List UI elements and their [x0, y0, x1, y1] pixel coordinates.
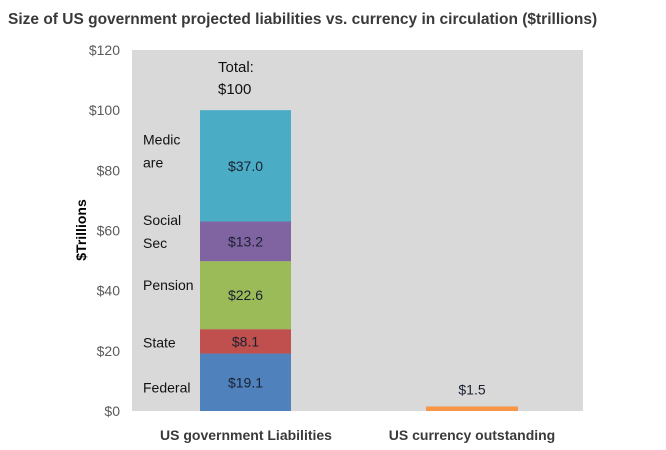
- segment-value-label: $19.1: [228, 374, 263, 390]
- bar-labels: $19.1 Federal $8.1 State $22.6 Pension $13.2 So…: [143, 59, 486, 397]
- bar-segment-medicare: [200, 110, 291, 222]
- y-tick-label: $0: [104, 403, 120, 419]
- segment-name-label: Federal: [143, 379, 190, 395]
- bar-segment-state: [200, 329, 291, 354]
- segment-value-label: $22.6: [228, 287, 263, 303]
- y-axis-ticks: $0 $20 $40 $60 $80 $100 $120: [89, 42, 120, 419]
- bar-segment-currency: [426, 406, 518, 411]
- y-tick-label: $80: [97, 162, 121, 178]
- segment-name-label: Social Sec: [143, 212, 181, 251]
- bars: [200, 110, 518, 411]
- bar-segment-pension: [200, 261, 291, 330]
- segment-name-label: Pension: [143, 277, 194, 293]
- segment-name-label: State: [143, 334, 176, 350]
- chart-title: Size of US government projected liabilit…: [8, 11, 597, 28]
- x-category-label: US currency outstanding: [389, 427, 555, 443]
- segment-value-label: $8.1: [232, 333, 259, 349]
- y-axis-label: $Trillions: [73, 199, 89, 261]
- y-tick-label: $20: [97, 343, 121, 359]
- y-tick-label: $120: [89, 42, 120, 58]
- plot-area: [132, 50, 583, 411]
- x-axis-categories: US government Liabilities US currency out…: [160, 427, 555, 443]
- segment-value-label: $37.0: [228, 158, 263, 174]
- bar-segment-social-sec: [200, 221, 291, 262]
- total-label: Total: $100: [218, 59, 254, 98]
- segment-value-label: $13.2: [228, 233, 263, 249]
- segment-name-label: Medic are: [143, 131, 180, 170]
- currency-value-label: $1.5: [458, 381, 485, 397]
- y-tick-label: $100: [89, 102, 120, 118]
- bar-segment-federal: [200, 353, 291, 411]
- y-tick-label: $40: [97, 283, 121, 299]
- x-category-label: US government Liabilities: [160, 427, 332, 443]
- y-tick-label: $60: [97, 223, 121, 239]
